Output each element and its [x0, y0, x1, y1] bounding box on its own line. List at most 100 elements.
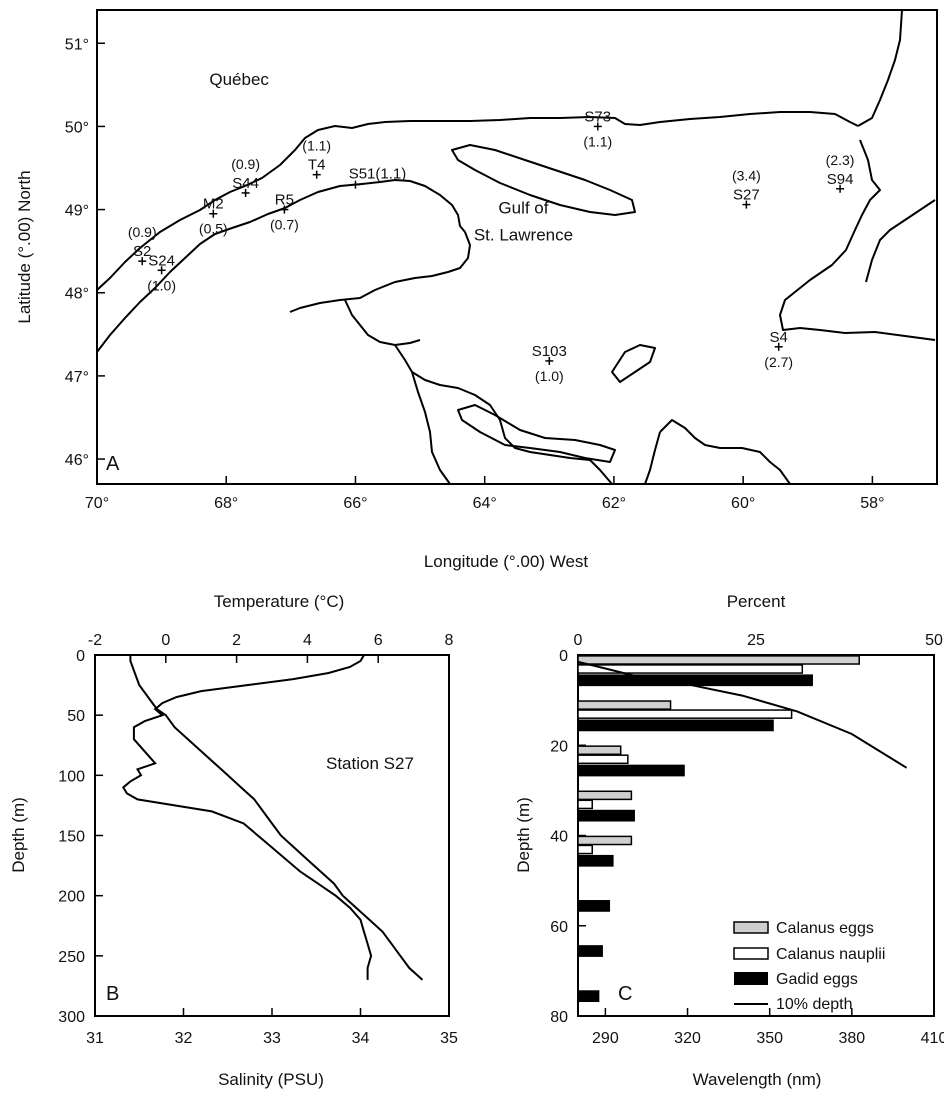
bar-gadid-eggs [578, 674, 813, 687]
map-region-label: Gulf of [498, 199, 548, 218]
station-name: T4 [308, 157, 326, 174]
percent-tick-label: 0 [574, 632, 583, 649]
wavelength-tick-label: 410 [921, 1030, 944, 1047]
bar-marks [577, 655, 860, 1003]
bar-calanus-eggs [577, 790, 633, 801]
station-value: (0.9) [128, 224, 157, 240]
bar-calanus-eggs [577, 835, 633, 846]
station-value: (1.0) [535, 368, 564, 384]
map-y-axis-title: Latitude (°.00) North [15, 170, 34, 323]
station-value: (1.1) [583, 133, 612, 149]
station-marker: S103 (1.0) [532, 343, 567, 384]
temperature-profile-line [122, 654, 373, 980]
depth-axis-ticks-b: 0 50 100 150 200 250 300 [58, 648, 103, 1026]
station-value: (1.1) [302, 138, 331, 154]
station-value: (2.7) [764, 354, 793, 370]
depth-tick-label: 50 [67, 708, 85, 725]
bar-gadid-eggs [578, 945, 603, 957]
bar-calanus-nauplii [577, 799, 593, 810]
station-marker: M2 (0.5) [199, 196, 228, 237]
station-name: R5 [275, 192, 294, 209]
bar-calanus-nauplii [577, 664, 804, 674]
bar-calanus-eggs [577, 745, 622, 756]
map-x-axis-title: Longitude (°.00) West [424, 552, 589, 571]
wavelength-axis-ticks: 290 320 350 380 410 [592, 1008, 944, 1047]
temperature-tick-label: -2 [88, 632, 102, 649]
station-name: S24 [148, 252, 175, 269]
map-x-ticks: 70° 68° 66° 64° 62° 60° 58° [85, 476, 884, 512]
salinity-axis-ticks: 31 32 33 34 35 [86, 1008, 458, 1047]
percent-tick-label: 25 [747, 632, 765, 649]
map-region-labels: Québec Gulf of St. Lawrence [209, 70, 573, 245]
bar-calanus-nauplii [577, 709, 793, 719]
bar-calanus-eggs [577, 655, 860, 665]
depth-tick-label-c: 80 [550, 1009, 568, 1026]
bar-gadid-eggs [578, 764, 685, 777]
map-x-tick-label: 68° [214, 495, 238, 512]
legend-swatch-gadid-eggs [734, 972, 768, 985]
profile-frame [94, 654, 450, 1017]
legend-swatch-calanus-nauplii [733, 947, 769, 960]
wavelength-tick-label: 380 [838, 1030, 865, 1047]
station-marker: S73 (1.1) [583, 108, 612, 149]
depth-tick-label-c: 40 [550, 829, 568, 846]
station-label: S51(1.1) [349, 166, 407, 183]
map-x-tick-label: 70° [85, 495, 109, 512]
salinity-axis-title: Salinity (PSU) [218, 1070, 324, 1089]
ten-percent-depth-line [577, 660, 908, 769]
station-value: (2.3) [826, 152, 855, 168]
station-value: (1.0) [147, 277, 176, 293]
temperature-tick-label: 8 [445, 632, 454, 649]
temperature-tick-label: 2 [232, 632, 241, 649]
map-x-tick-label: 60° [731, 495, 755, 512]
salinity-tick-label: 32 [175, 1030, 193, 1047]
panel-c-letter: C [618, 983, 632, 1005]
depth-axis-title-b: Depth (m) [9, 797, 28, 873]
salinity-tick-label: 31 [86, 1030, 104, 1047]
depth-tick-label: 150 [58, 829, 85, 846]
station-annotation: Station S27 [326, 754, 414, 773]
station-name: S94 [827, 171, 854, 188]
depth-axis-title-c: Depth (m) [514, 797, 533, 873]
legend-swatch-calanus-eggs [733, 921, 769, 934]
temperature-tick-label: 4 [303, 632, 312, 649]
legend: Calanus eggs Calanus nauplii Gadid eggs … [733, 920, 885, 1013]
depth-tick-label-c: 60 [550, 919, 568, 936]
map-y-tick-label: 49° [65, 203, 89, 220]
bar-calanus-nauplii [577, 754, 629, 765]
map-x-tick-label: 62° [602, 495, 626, 512]
map-x-tick-label: 64° [473, 495, 497, 512]
station-name: S44 [232, 175, 259, 192]
map-frame [96, 9, 938, 485]
depth-tick-label: 100 [58, 768, 85, 785]
station-marker: T4 (1.1) [302, 138, 331, 179]
legend-label-calanus-nauplii: Calanus nauplii [776, 946, 885, 963]
panel-a-map: A 70° 68° 66° 64° 62° 60° 58° 46° 47° 48° 49° 50° 5… [15, 9, 938, 571]
depth-tick-label: 0 [76, 648, 85, 665]
depth-tick-label: 200 [58, 889, 85, 906]
panel-b-letter: B [106, 983, 119, 1005]
percent-axis-ticks: 0 25 50 [574, 632, 943, 663]
station-name: S27 [733, 187, 760, 204]
station-marker: R5 (0.7) [270, 192, 299, 233]
wavelength-tick-label: 290 [592, 1030, 619, 1047]
depth-tick-label-c: 20 [550, 738, 568, 755]
station-name: S4 [770, 329, 788, 346]
map-y-tick-label: 47° [65, 369, 89, 386]
depth-axis-ticks-c: 0 20 40 60 80 [550, 648, 586, 1026]
temperature-tick-label: 6 [374, 632, 383, 649]
depth-tick-label: 250 [58, 949, 85, 966]
station-marker: S2 (0.9) [128, 224, 157, 266]
map-y-tick-label: 51° [65, 36, 89, 53]
bar-gadid-eggs [578, 809, 635, 822]
salinity-tick-label: 35 [440, 1030, 458, 1047]
station-marker: S24 (1.0) [147, 252, 176, 293]
wavelength-axis-title: Wavelength (nm) [693, 1070, 822, 1089]
salinity-tick-label: 34 [352, 1030, 370, 1047]
map-y-tick-label: 50° [65, 119, 89, 136]
depth-tick-label: 300 [58, 1009, 85, 1026]
station-value: (0.5) [199, 221, 228, 237]
panel-c-bars: C 0 25 50 290 320 350 380 410 0 20 40 60 80 Calanu… [514, 592, 944, 1089]
station-marker: S27 (3.4) [732, 168, 761, 209]
